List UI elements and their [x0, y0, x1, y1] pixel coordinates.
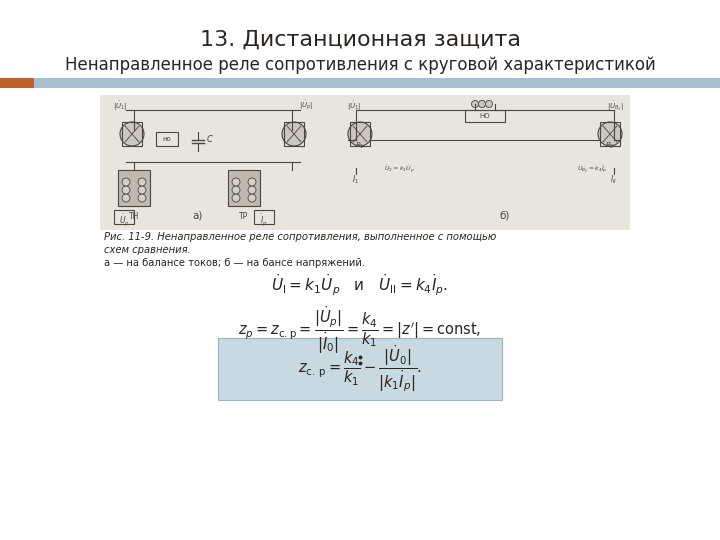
Bar	[34, 78, 720, 88]
Circle shape	[248, 178, 256, 186]
Circle shape	[122, 194, 130, 202]
Circle shape	[138, 194, 146, 202]
Bar	[350, 122, 370, 146]
Text: $\dot{U}_{B_2}{=}k_4\dot{I}_p$: $\dot{U}_{B_2}{=}k_4\dot{I}_p$	[577, 163, 608, 175]
Bar	[284, 122, 304, 146]
Bar	[0, 78, 34, 88]
Text: $\dot{U}_2{=}k_1\dot{U}_p$: $\dot{U}_2{=}k_1\dot{U}_p$	[384, 163, 415, 175]
Text: $z_p = z_\mathrm{c.p} = \dfrac{|\dot{U}_p|}{|\dot{I}_0|} = \dfrac{k_4}{k_1} = |z: $z_p = z_\mathrm{c.p} = \dfrac{|\dot{U}_…	[238, 305, 482, 355]
Text: а): а)	[193, 210, 203, 220]
Text: $\dot{U}_\mathrm{I} = k_1\dot{U}_p$   и   $\dot{U}_\mathrm{II} = k_4\dot{I}_p.$: $\dot{U}_\mathrm{I} = k_1\dot{U}_p$ и $\…	[271, 272, 449, 298]
Text: б): б)	[500, 210, 510, 220]
Text: схем сравнения.: схем сравнения.	[104, 245, 191, 255]
Circle shape	[122, 178, 130, 186]
Text: а — на балансе токов; б — на бансе напряжений.: а — на балансе токов; б — на бансе напря…	[104, 258, 365, 268]
Bar	[114, 210, 134, 224]
Circle shape	[120, 122, 144, 146]
Circle shape	[248, 194, 256, 202]
Text: $\dot{U}_p$: $\dot{U}_p$	[119, 212, 130, 228]
Text: $I_{II}$: $I_{II}$	[611, 174, 618, 186]
Bar	[254, 210, 274, 224]
Text: 13. Дистанционная защита: 13. Дистанционная защита	[199, 30, 521, 50]
Bar	[228, 170, 260, 206]
Circle shape	[138, 178, 146, 186]
Text: C: C	[207, 136, 213, 145]
Text: $\dot{I}_p$: $\dot{I}_p$	[260, 212, 268, 228]
Circle shape	[248, 186, 256, 194]
Text: $|\dot{U}_{B_2}|$: $|\dot{U}_{B_2}|$	[607, 99, 624, 113]
Text: $|\dot{U}_1|$: $|\dot{U}_1|$	[347, 99, 361, 113]
Text: $|\dot{U}_p|$: $|\dot{U}_p|$	[299, 99, 313, 113]
Bar	[156, 132, 178, 146]
Bar	[100, 95, 630, 230]
Bar	[218, 338, 502, 400]
Circle shape	[479, 100, 485, 107]
Circle shape	[598, 122, 622, 146]
Text: $B_2$: $B_2$	[606, 141, 615, 151]
Bar	[118, 170, 150, 206]
Bar	[600, 122, 620, 146]
Circle shape	[138, 186, 146, 194]
Text: но: но	[163, 136, 171, 142]
Text: $|\dot{U}_1|$: $|\dot{U}_1|$	[113, 99, 127, 113]
Text: ТР: ТР	[239, 212, 248, 221]
Text: Ненаправленное реле сопротивления с круговой характеристикой: Ненаправленное реле сопротивления с круг…	[65, 56, 655, 74]
Text: $I_1$: $I_1$	[352, 174, 359, 186]
Circle shape	[485, 100, 492, 107]
Text: $B_1$: $B_1$	[355, 141, 365, 151]
Circle shape	[232, 186, 240, 194]
Text: $z_\mathrm{c.\,p} = \dfrac{k_4}{k_1} - \dfrac{|\dot{U}_0|}{|k_1\dot{I}_p|}.$: $z_\mathrm{c.\,p} = \dfrac{k_4}{k_1} - \…	[298, 343, 422, 394]
Circle shape	[232, 178, 240, 186]
Circle shape	[348, 122, 372, 146]
Text: Рис. 11-9. Ненаправленное реле сопротивления, выполненное с помощью: Рис. 11-9. Ненаправленное реле сопротивл…	[104, 232, 496, 242]
Circle shape	[122, 186, 130, 194]
Bar	[465, 110, 505, 122]
Bar	[122, 122, 142, 146]
Text: ТН: ТН	[129, 212, 139, 221]
Circle shape	[282, 122, 306, 146]
Circle shape	[472, 100, 479, 107]
Circle shape	[232, 194, 240, 202]
Text: НО: НО	[480, 113, 490, 119]
